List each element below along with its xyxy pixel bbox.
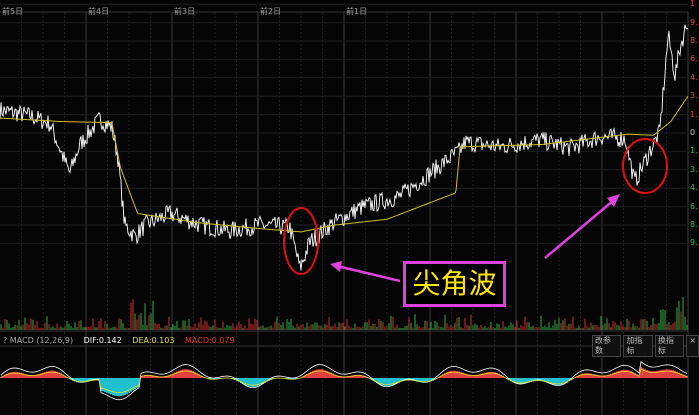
day-label: 前4日 bbox=[88, 7, 110, 16]
axis-label: 9. bbox=[690, 238, 698, 248]
dea-value: DEA:0.103 bbox=[132, 336, 175, 345]
dif-line bbox=[0, 360, 688, 401]
axis-label: 1 bbox=[690, 0, 696, 9]
dea-line bbox=[0, 368, 688, 394]
axis-label: 3. bbox=[690, 91, 698, 101]
axis-label: 8. bbox=[690, 220, 698, 229]
arrow-head-icon bbox=[607, 194, 620, 207]
close-icon[interactable]: × bbox=[686, 335, 699, 357]
arrow-line bbox=[336, 264, 401, 283]
edit-params-button[interactable]: 改参数 bbox=[592, 335, 622, 357]
day-label: 前3日 bbox=[174, 7, 196, 16]
axis-label: 6. bbox=[690, 201, 698, 211]
macd-title: ? MACD (12,26,9) bbox=[3, 336, 74, 345]
axis-label: 0 bbox=[690, 128, 696, 137]
macd-header: ? MACD (12,26,9) DIF:0.142 DEA:0.103 MAC… bbox=[3, 336, 243, 345]
annotation-circle bbox=[622, 138, 668, 194]
indicator-toolbar: 改参数 加指标 换指标 × bbox=[592, 335, 699, 357]
axis-label: 1. bbox=[690, 109, 698, 119]
day-label: 前5日 bbox=[2, 7, 24, 16]
macd-value: MACD:0.079 bbox=[185, 336, 235, 345]
day-label: 前2日 bbox=[260, 7, 282, 16]
ma-line bbox=[0, 95, 689, 233]
axis-label: 3. bbox=[690, 164, 698, 174]
axis-label: 4. bbox=[690, 183, 698, 193]
axis-label: 8. bbox=[690, 36, 698, 45]
axis-label: 4. bbox=[690, 72, 698, 82]
axis-label: 6. bbox=[690, 54, 698, 64]
annotation-label: 尖角波 bbox=[403, 261, 506, 307]
change-indicator-button[interactable]: 换指标 bbox=[654, 335, 685, 357]
axis-label: 9. bbox=[690, 17, 698, 27]
arrow-line bbox=[544, 199, 615, 259]
day-label: 前1日 bbox=[346, 7, 368, 16]
dif-value: DIF:0.142 bbox=[83, 336, 122, 345]
axis-label: 1. bbox=[690, 146, 698, 156]
add-indicator-button[interactable]: 加指标 bbox=[623, 335, 653, 357]
annotation-circle bbox=[283, 207, 319, 275]
arrow-head-icon bbox=[330, 261, 342, 272]
